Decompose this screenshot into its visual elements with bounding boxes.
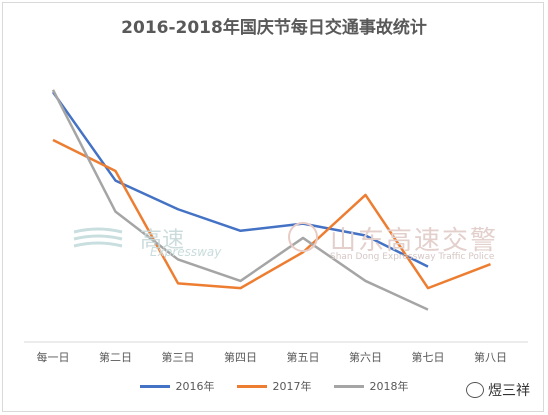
legend-swatch [333, 384, 364, 388]
legend-label: 2016年 [175, 380, 215, 393]
brand-tag: 煜三祥 [466, 380, 530, 400]
x-tick-labels: 每一日 第二日 第三日 第四日 第五日 第六日 第七日 第八日 [37, 350, 508, 364]
series-line-1 [51, 91, 429, 268]
legend-item-2: 2017年 [236, 378, 312, 394]
legend-swatch [139, 384, 170, 388]
legend-item-1: 2016年 [139, 378, 215, 394]
legend-swatch [236, 384, 267, 388]
x-tick-label: 每一日 [37, 350, 70, 364]
legend-item-3: 2018年 [333, 378, 409, 394]
x-tick-label: 第五日 [287, 350, 320, 364]
wechat-icon [466, 382, 484, 398]
series-line-3 [51, 89, 429, 311]
brand-name: 煜三祥 [488, 383, 530, 399]
x-tick-label: 第四日 [224, 350, 257, 364]
legend: 2016年 2017年 2018年 [0, 378, 548, 394]
series-line-2 [52, 138, 491, 290]
x-tick-label: 第八日 [474, 350, 507, 364]
x-tick-label: 第六日 [349, 350, 382, 364]
legend-label: 2018年 [369, 380, 409, 393]
chart-title: 2016-2018年国庆节每日交通事故统计 [121, 18, 427, 38]
series-layer [51, 89, 491, 311]
legend-label: 2017年 [272, 380, 312, 393]
x-tick-label: 第七日 [412, 350, 445, 364]
chart-frame [2, 2, 544, 412]
x-tick-label: 第二日 [99, 350, 132, 364]
x-tick-label: 第三日 [162, 350, 195, 364]
